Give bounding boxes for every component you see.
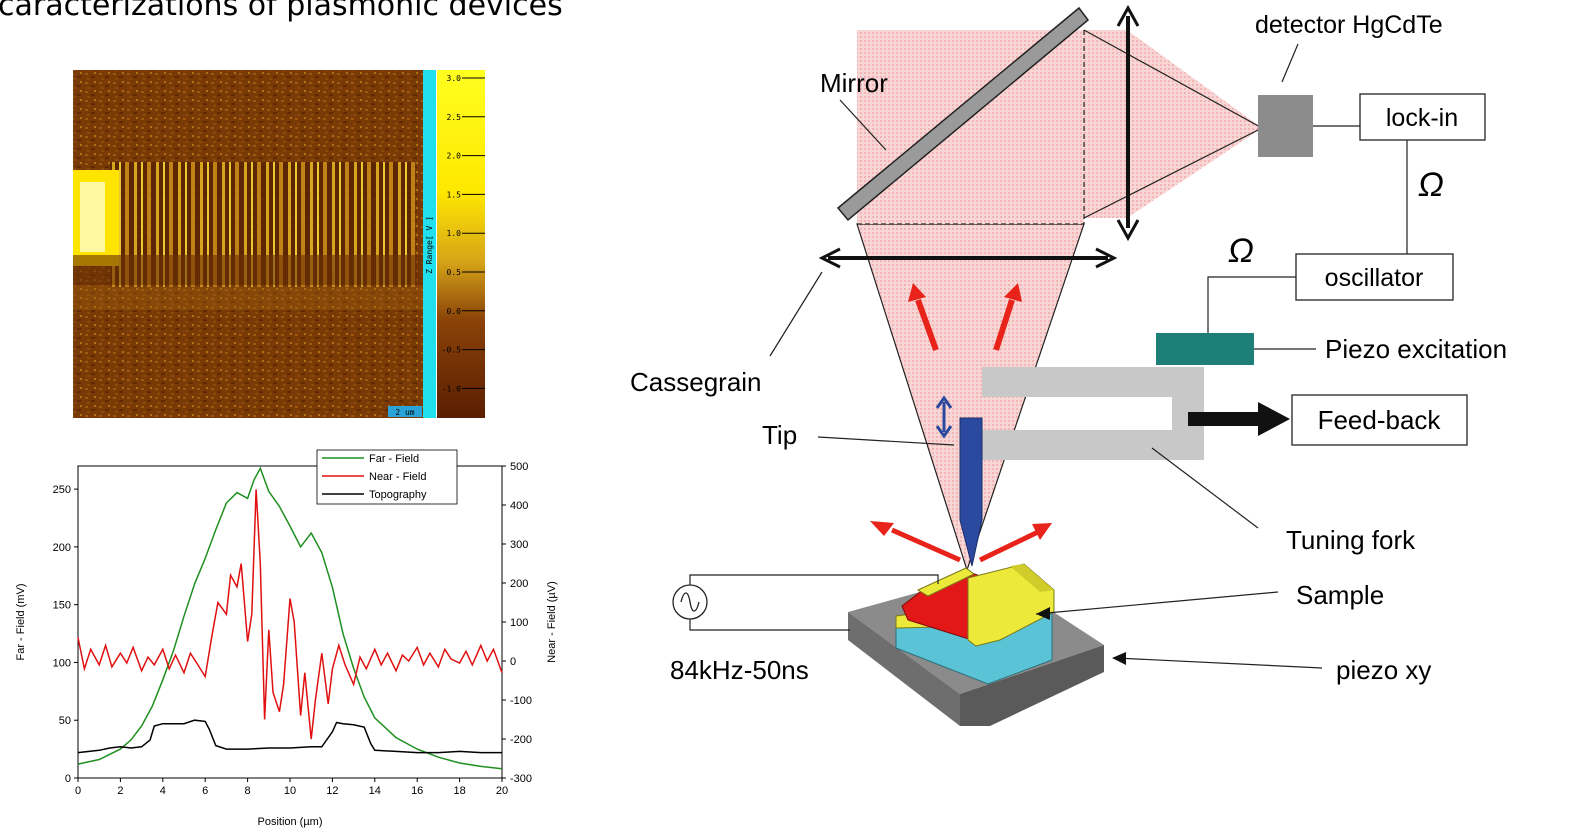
y-tick-label: 150: [53, 600, 71, 612]
lockin-box: [1359, 93, 1486, 141]
pulse-generator: [672, 574, 939, 631]
detector-beam: [1084, 30, 1262, 218]
legend-label: Near - Field: [369, 471, 426, 483]
colorbar-tick-label: -1.0: [442, 384, 461, 393]
colorbar-tick-label: 1.0: [447, 229, 462, 238]
y-tick-label: 100: [53, 657, 71, 669]
y2-tick-label: -300: [510, 773, 532, 785]
cassegrain-arrow: [818, 247, 1118, 269]
tuning-fork-label: Tuning fork: [1286, 525, 1416, 555]
y-tick-label: 0: [65, 773, 71, 785]
mirror: [836, 6, 1090, 222]
y2-tick-label: 300: [510, 539, 528, 551]
x-tick-label: 8: [245, 785, 251, 797]
piezo-excitation-plate: [1156, 333, 1254, 365]
sample-label: Sample: [1296, 580, 1384, 610]
scale-badge: [388, 406, 422, 417]
lens-vertical: [1116, 4, 1140, 242]
colorbar-tick-label: 2.5: [447, 113, 462, 122]
x-tick-label: 14: [369, 785, 381, 797]
x-tick-label: 10: [284, 785, 296, 797]
colorbar-tick-label: 1.5: [447, 190, 462, 199]
y2-tick-label: 100: [510, 617, 528, 629]
series-line-topography: [77, 719, 502, 754]
series-line-far-field: [77, 466, 503, 770]
y2-tick-label: 500: [510, 461, 528, 473]
page-title: caracterizations of plasmonic devices: [0, 0, 563, 23]
x-tick-label: 0: [75, 785, 81, 797]
x-tick-label: 6: [202, 785, 208, 797]
omega-symbol-oscillator: Ω: [1228, 232, 1254, 270]
y2-tick-label: -100: [510, 695, 532, 707]
x-tick-label: 20: [496, 785, 508, 797]
feedback-box: [1291, 394, 1468, 446]
colorbar-tick-label: 0.5: [447, 268, 462, 277]
piezo-excitation-label: Piezo excitation: [1325, 334, 1507, 364]
cassegrain-label: Cassegrain: [630, 367, 762, 397]
chart-legend: Far - Field Near - Field Topography: [316, 449, 458, 505]
x-tick-label: 4: [160, 785, 166, 797]
afm-image: 2 um: [73, 70, 423, 418]
y2-tick-label: 0: [510, 656, 516, 668]
collimated-beam: [857, 30, 1084, 224]
x-tick-label: 2: [117, 785, 123, 797]
x-tick-label: 18: [453, 785, 465, 797]
tuning-fork: [982, 367, 1204, 460]
y2-axis-label: Near - Field (µV): [546, 581, 558, 663]
y-tick-label: 250: [53, 484, 71, 496]
colorbar-tick-label: 3.0: [447, 74, 462, 83]
lockin-label: lock-in: [1386, 104, 1458, 132]
y2-tick-label: 400: [510, 500, 528, 512]
feedback-label: Feed-back: [1318, 405, 1442, 435]
series-line-near-field: [77, 489, 503, 740]
y-tick-label: 200: [53, 542, 71, 554]
legend-label: Topography: [369, 489, 427, 501]
pulse-label: 84kHz-50ns: [670, 655, 809, 685]
colorbar-label: Z Range[ V ]: [425, 216, 434, 274]
oscillator-box: [1295, 253, 1454, 301]
y2-tick-label: -200: [510, 734, 532, 746]
tip-oscillation-arrow: [935, 395, 953, 439]
x-axis-label: Position (µm): [257, 816, 322, 828]
x-tick-label: 16: [411, 785, 423, 797]
tip: [959, 417, 983, 567]
colorbar-tick-label: 0.0: [447, 307, 462, 316]
legend-label: Far - Field: [369, 453, 419, 465]
scattered-light-arrows: [870, 283, 1052, 563]
colorbar-tick-label: 2.0: [447, 152, 462, 161]
y-axis-label: Far - Field (mV): [15, 584, 27, 661]
detector: [1258, 95, 1313, 157]
feedback-arrow: [1188, 402, 1290, 436]
y-tick-label: 50: [59, 715, 71, 727]
oscillator-label: oscillator: [1325, 264, 1424, 292]
omega-symbol-lockin: Ω: [1418, 166, 1444, 204]
colorbar-tick-label: -0.5: [442, 346, 461, 355]
afm-colorbar: Z Range[ V ] 3.0 2.5 2.0 1.5 1.0 0.5 0.0 -0.5 -1…: [423, 70, 485, 418]
mirror-label: Mirror: [820, 68, 888, 98]
scale-label: 2 um: [395, 408, 414, 417]
x-tick-label: 12: [326, 785, 338, 797]
sample: [895, 563, 1055, 685]
tip-label: Tip: [762, 420, 797, 450]
detector-label: detector HgCdTe: [1255, 11, 1443, 39]
piezo-xy-label: piezo xy: [1336, 655, 1431, 685]
y2-tick-label: 200: [510, 578, 528, 590]
